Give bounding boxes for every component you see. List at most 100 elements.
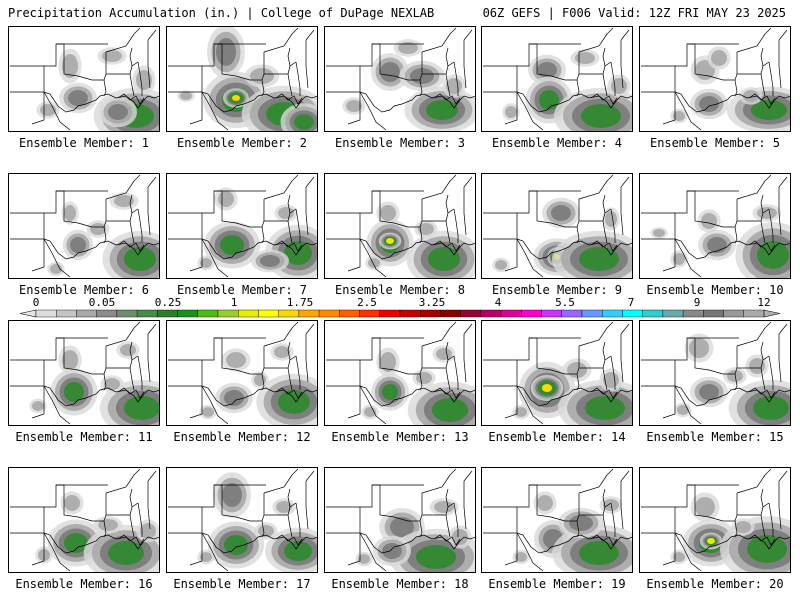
state-boundary: [43, 385, 71, 425]
precipitation-map: [8, 26, 160, 132]
state-boundary: [734, 208, 770, 244]
precip-area: [515, 407, 527, 417]
precip-area: [62, 350, 78, 370]
state-boundary: [578, 27, 630, 53]
ensemble-member-panel: Ensemble Member: 15: [639, 320, 791, 444]
state-boundary: [261, 355, 297, 391]
precip-area: [416, 545, 456, 569]
precip-area: [62, 54, 78, 78]
state-boundary: [103, 61, 139, 97]
precip-area: [699, 96, 719, 112]
colorbar-segment: [157, 309, 178, 318]
state-boundary: [10, 359, 45, 419]
state-boundary: [10, 238, 160, 260]
precip-area: [757, 207, 777, 219]
ensemble-member-panel: Ensemble Member: 6: [8, 173, 160, 297]
colorbar-tick-label: 9: [693, 296, 701, 309]
panel-frame: [8, 173, 160, 279]
precip-area: [278, 390, 310, 414]
ensemble-member-panel: Ensemble Member: 1: [8, 26, 160, 150]
precip-area: [380, 352, 396, 372]
precip-area: [276, 501, 292, 513]
state-boundary: [641, 385, 791, 407]
state-boundary: [201, 91, 229, 131]
state-boundary: [43, 190, 107, 239]
state-boundary: [263, 321, 315, 347]
state-boundary: [674, 43, 738, 92]
colorbar-segment: [460, 309, 482, 318]
ensemble-member-panel: Ensemble Member: 10: [639, 173, 791, 297]
state-boundary: [43, 532, 71, 572]
precipitation-map: [639, 26, 791, 132]
state-boundary: [201, 337, 265, 386]
precip-area: [428, 247, 460, 271]
panel-frame: [481, 467, 633, 573]
state-boundary: [359, 190, 423, 239]
state-boundary: [734, 355, 770, 391]
colorbar-segment: [76, 309, 97, 318]
state-boundary: [261, 208, 297, 244]
precip-area: [346, 100, 362, 112]
state-boundary: [359, 43, 423, 92]
colorbar-segment: [278, 309, 300, 318]
precip-area: [579, 541, 619, 565]
colorbar-segment: [116, 309, 138, 318]
state-boundary: [641, 238, 791, 260]
state-boundary: [748, 534, 776, 546]
precip-max: [386, 238, 394, 244]
ensemble-member-panel: Ensemble Member: 20: [639, 467, 791, 591]
state-boundary: [483, 65, 518, 125]
precip-area: [452, 529, 468, 545]
state-boundary: [602, 481, 624, 538]
precipitation-map: [324, 320, 476, 426]
precip-area: [398, 42, 418, 54]
member-label: Ensemble Member: 10: [646, 283, 784, 297]
precip-area: [585, 396, 625, 420]
precipitation-map: [639, 320, 791, 426]
precip-area: [200, 258, 212, 268]
state-boundary: [576, 502, 612, 538]
state-boundary: [641, 65, 676, 125]
state-boundary: [419, 502, 455, 538]
panel-frame: [166, 467, 318, 573]
precip-area: [605, 211, 617, 227]
state-boundary: [10, 506, 45, 566]
member-label: Ensemble Member: 6: [18, 283, 150, 297]
state-boundary: [734, 61, 770, 97]
state-boundary: [326, 359, 361, 419]
map-title: Precipitation Accumulation (in.) | Colle…: [8, 6, 435, 20]
precip-area: [579, 247, 619, 271]
state-boundary: [736, 27, 788, 53]
precip-area: [505, 106, 517, 118]
precip-area: [104, 378, 120, 390]
colorbar-tick-label: 0: [32, 296, 40, 309]
state-boundary: [641, 91, 791, 113]
state-boundary: [419, 61, 455, 97]
state-boundary: [261, 502, 297, 538]
precip-area: [98, 519, 118, 531]
state-boundary: [263, 27, 315, 53]
state-boundary: [168, 532, 318, 554]
ensemble-member-panel: Ensemble Member: 16: [8, 467, 160, 591]
precipitation-map: [481, 320, 633, 426]
state-boundary: [43, 91, 71, 131]
state-boundary: [736, 174, 788, 200]
colorbar-segment: [743, 309, 765, 318]
precip-area: [358, 554, 370, 564]
panel-frame: [166, 320, 318, 426]
precip-area: [260, 255, 280, 267]
precip-area: [368, 258, 380, 268]
precip-area: [64, 382, 84, 402]
state-boundary: [201, 238, 229, 278]
precip-area: [124, 396, 160, 420]
state-boundary: [760, 334, 782, 391]
state-boundary: [516, 238, 544, 278]
precip-area: [390, 517, 414, 537]
state-boundary: [201, 484, 265, 533]
ensemble-member-panel: Ensemble Member: 19: [481, 467, 633, 591]
state-boundary: [117, 93, 145, 105]
panel-frame: [639, 26, 791, 132]
member-label: Ensemble Member: 1: [18, 136, 150, 150]
precip-area: [380, 205, 396, 221]
precip-area: [222, 483, 242, 507]
